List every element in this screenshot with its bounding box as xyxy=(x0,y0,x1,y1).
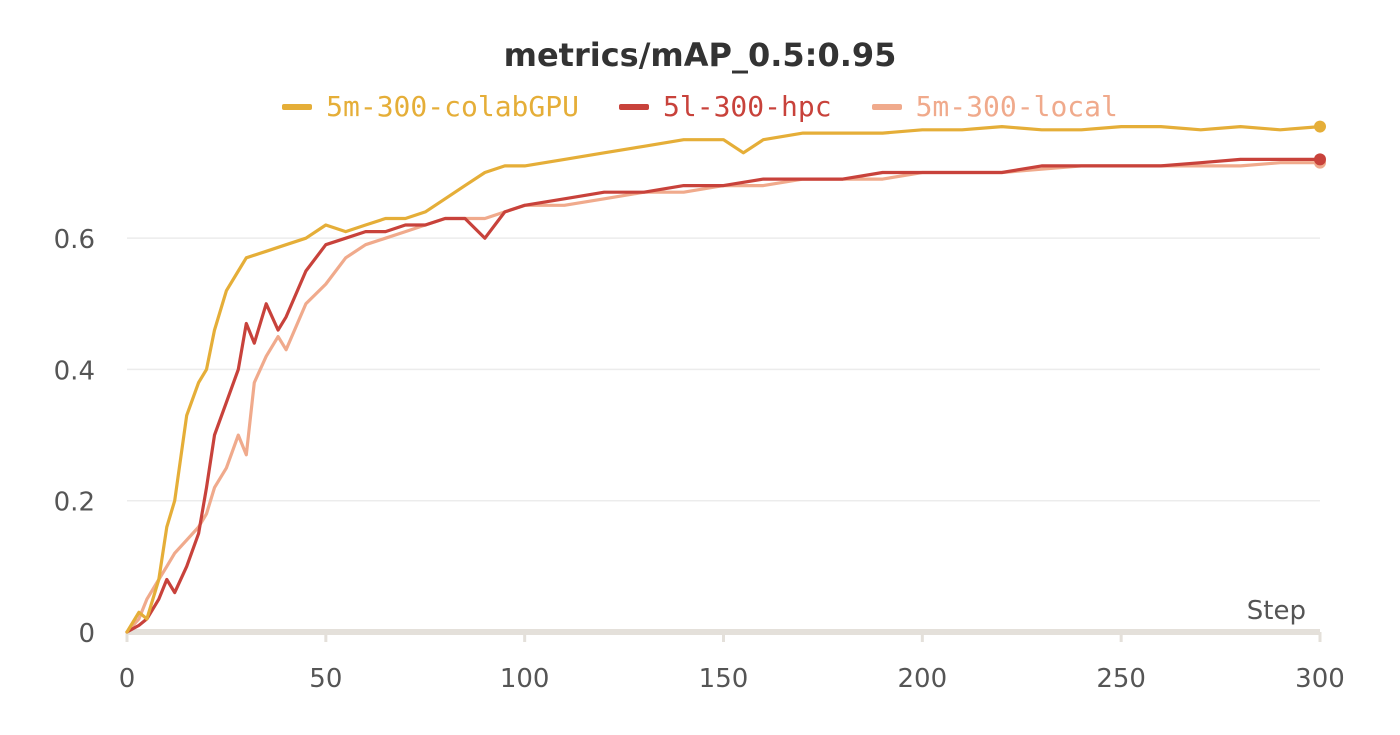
x-tick-label-5: 250 xyxy=(1096,664,1146,694)
x-tick-label-1: 50 xyxy=(309,664,342,694)
chart-title: metrics/mAP_0.5:0.95 xyxy=(503,36,897,74)
series-endpoint-0 xyxy=(1314,120,1326,133)
y-tick-label-3: 0.6 xyxy=(54,225,95,255)
legend-item-0[interactable]: 5m-300-colabGPU xyxy=(282,90,579,123)
y-tick-label-2: 0.4 xyxy=(54,356,95,386)
y-tick-label-1: 0.2 xyxy=(54,488,95,518)
series-endpoint-1 xyxy=(1314,153,1326,166)
x-tick-label-4: 200 xyxy=(898,664,948,694)
y-tick-label-0: 0 xyxy=(78,619,95,649)
series-line-1 xyxy=(125,157,1322,634)
legend-swatch-1 xyxy=(619,103,649,110)
x-tick-label-3: 150 xyxy=(699,664,749,694)
series-line-0 xyxy=(125,124,1322,634)
chart-legend: 5m-300-colabGPU 5l-300-hpc 5m-300-local xyxy=(0,90,1400,123)
legend-swatch-0 xyxy=(282,103,313,110)
legend-label-2: 5m-300-local xyxy=(915,90,1118,123)
x-tick-label-0: 0 xyxy=(119,664,136,694)
legend-swatch-2 xyxy=(871,103,902,110)
legend-item-1[interactable]: 5l-300-hpc xyxy=(619,90,832,123)
legend-item-2[interactable]: 5m-300-local xyxy=(871,90,1118,123)
series-line-2 xyxy=(125,161,1322,634)
x-axis-label: Step xyxy=(1247,596,1306,626)
legend-label-1: 5l-300-hpc xyxy=(663,90,832,123)
x-tick-label-6: 300 xyxy=(1295,664,1345,694)
legend-label-0: 5m-300-colabGPU xyxy=(326,90,579,123)
x-tick-label-2: 100 xyxy=(500,664,550,694)
